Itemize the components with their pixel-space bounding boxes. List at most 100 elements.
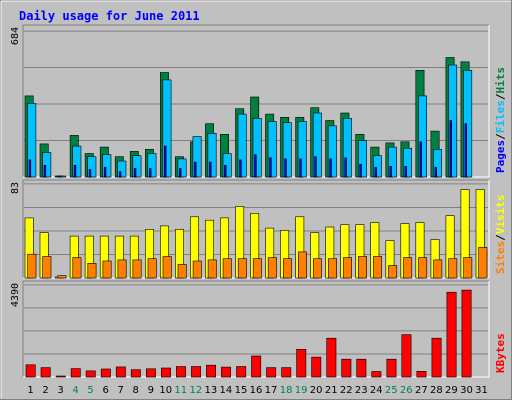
legend-separator: / (494, 234, 507, 241)
bar-sites-day-25 (388, 265, 398, 279)
x-tick-label-day-28: 28 (430, 385, 443, 396)
x-tick-label-day-1: 1 (27, 385, 33, 396)
bar-kbytes-day-25 (386, 358, 397, 378)
bar-kbytes-day-3 (55, 375, 66, 378)
chart-panels: 684Pages/Files/Hits83Sites/Visits4390KBy… (10, 24, 507, 378)
legend-sites: Sites (494, 241, 507, 274)
bar-kbytes-day-11 (176, 366, 186, 378)
x-tick-label-day-19: 19 (295, 385, 308, 396)
bar-pages-day-2 (43, 165, 47, 178)
bar-kbytes-day-23 (356, 358, 367, 378)
bar-kbytes-day-13 (206, 364, 216, 378)
x-tick-label-day-13: 13 (205, 385, 218, 396)
bar-pages-day-26 (404, 166, 407, 178)
bar-files-day-7 (117, 160, 127, 178)
bar-pages-day-13 (209, 161, 212, 178)
bar-pages-day-23 (359, 163, 362, 178)
bar-pages-day-14 (224, 165, 227, 178)
axis-legend-kbytes: KBytes (494, 333, 507, 373)
x-tick-label-day-5: 5 (87, 385, 93, 396)
x-tick-label-day-27: 27 (415, 385, 428, 396)
bar-sites-day-29 (448, 258, 458, 279)
bar-files-day-18 (282, 122, 292, 178)
bar-files-day-23 (357, 140, 367, 178)
bar-files-day-30 (463, 70, 473, 178)
bar-files-day-11 (177, 158, 187, 178)
x-tick-label-day-16: 16 (250, 385, 263, 396)
bar-sites-day-23 (358, 256, 367, 279)
bar-sites-day-30 (463, 257, 473, 279)
y-max-label: 83 (10, 182, 21, 194)
series-kbytes (25, 289, 472, 378)
bar-files-day-9 (147, 153, 157, 178)
x-tick-label-day-30: 30 (460, 385, 473, 396)
bar-sites-day-5 (87, 262, 97, 279)
bar-kbytes-day-27 (416, 370, 427, 378)
x-tick-label-day-14: 14 (220, 385, 233, 396)
bar-sites-day-31 (478, 247, 488, 279)
bar-kbytes-day-6 (100, 368, 111, 378)
x-tick-label-day-17: 17 (265, 385, 278, 396)
bar-files-day-5 (87, 156, 97, 178)
axis-legend-hits-files-pages: Pages/Files/Hits (494, 67, 507, 173)
bar-kbytes-day-19 (296, 348, 307, 378)
x-tick-label-day-25: 25 (385, 385, 398, 396)
x-tick-label-day-4: 4 (72, 385, 78, 396)
bar-kbytes-day-30 (461, 289, 472, 378)
bar-sites-day-9 (147, 258, 157, 279)
bar-pages-day-21 (329, 158, 332, 178)
bar-kbytes-day-2 (40, 367, 51, 378)
x-axis-day-labels: 1 2 3 4 5 6 7 8 9 10 11 12 13 14 15 16 17 18 19 20 21 22 23 24 2… (27, 385, 488, 396)
bar-files-day-1 (27, 103, 37, 178)
x-tick-label-day-3: 3 (57, 385, 63, 396)
bar-pages-day-29 (449, 120, 452, 178)
x-tick-label-day-8: 8 (133, 385, 139, 396)
bar-files-day-21 (327, 125, 337, 178)
bar-files-day-17 (267, 121, 277, 178)
panel-hits-files-pages: 684 Pages/Files/Hits (10, 24, 507, 178)
x-tick-label-day-22: 22 (340, 385, 353, 396)
bar-kbytes-day-28 (431, 337, 442, 378)
x-tick-label-day-6: 6 (103, 385, 109, 396)
bar-pages-day-6 (103, 167, 107, 178)
bar-sites-day-3 (57, 275, 67, 279)
legend-separator: / (494, 93, 507, 100)
x-tick-label-day-2: 2 (42, 385, 48, 396)
bar-sites-day-2 (42, 256, 52, 279)
bar-pages-day-1 (28, 159, 32, 178)
legend-files: Files (494, 100, 507, 133)
bar-sites-day-14 (222, 258, 232, 279)
bar-files-day-14 (222, 153, 232, 178)
bar-sites-day-4 (72, 257, 82, 279)
bar-pages-day-18 (284, 158, 287, 178)
bar-files-day-12 (192, 136, 202, 178)
bar-pages-day-5 (88, 169, 92, 178)
bar-pages-day-16 (254, 154, 257, 178)
bar-pages-day-9 (149, 168, 152, 178)
y-max-label: 684 (10, 27, 21, 45)
bar-kbytes-day-8 (130, 369, 141, 378)
legend-separator: / (494, 133, 507, 140)
bar-pages-day-12 (194, 161, 197, 178)
bar-files-day-8 (132, 155, 142, 178)
bar-files-day-3 (57, 175, 67, 178)
x-tick-label-day-20: 20 (310, 385, 323, 396)
series-files (27, 64, 473, 178)
bar-kbytes-day-18 (281, 367, 292, 378)
bar-pages-day-24 (374, 167, 377, 178)
bar-files-day-27 (418, 95, 427, 178)
bar-pages-day-17 (269, 157, 272, 178)
legend-hits: Hits (494, 67, 507, 94)
bar-sites-day-10 (162, 256, 172, 279)
bar-files-day-6 (102, 154, 112, 178)
bar-pages-day-3 (58, 175, 62, 178)
x-tick-label-day-26: 26 (400, 385, 413, 396)
x-tick-label-day-21: 21 (325, 385, 338, 396)
bar-files-day-29 (448, 64, 458, 178)
x-tick-label-day-18: 18 (280, 385, 293, 396)
bar-kbytes-day-9 (146, 368, 156, 378)
bar-sites-day-27 (418, 257, 428, 279)
x-tick-label-day-9: 9 (148, 385, 154, 396)
bar-pages-day-19 (299, 158, 302, 178)
